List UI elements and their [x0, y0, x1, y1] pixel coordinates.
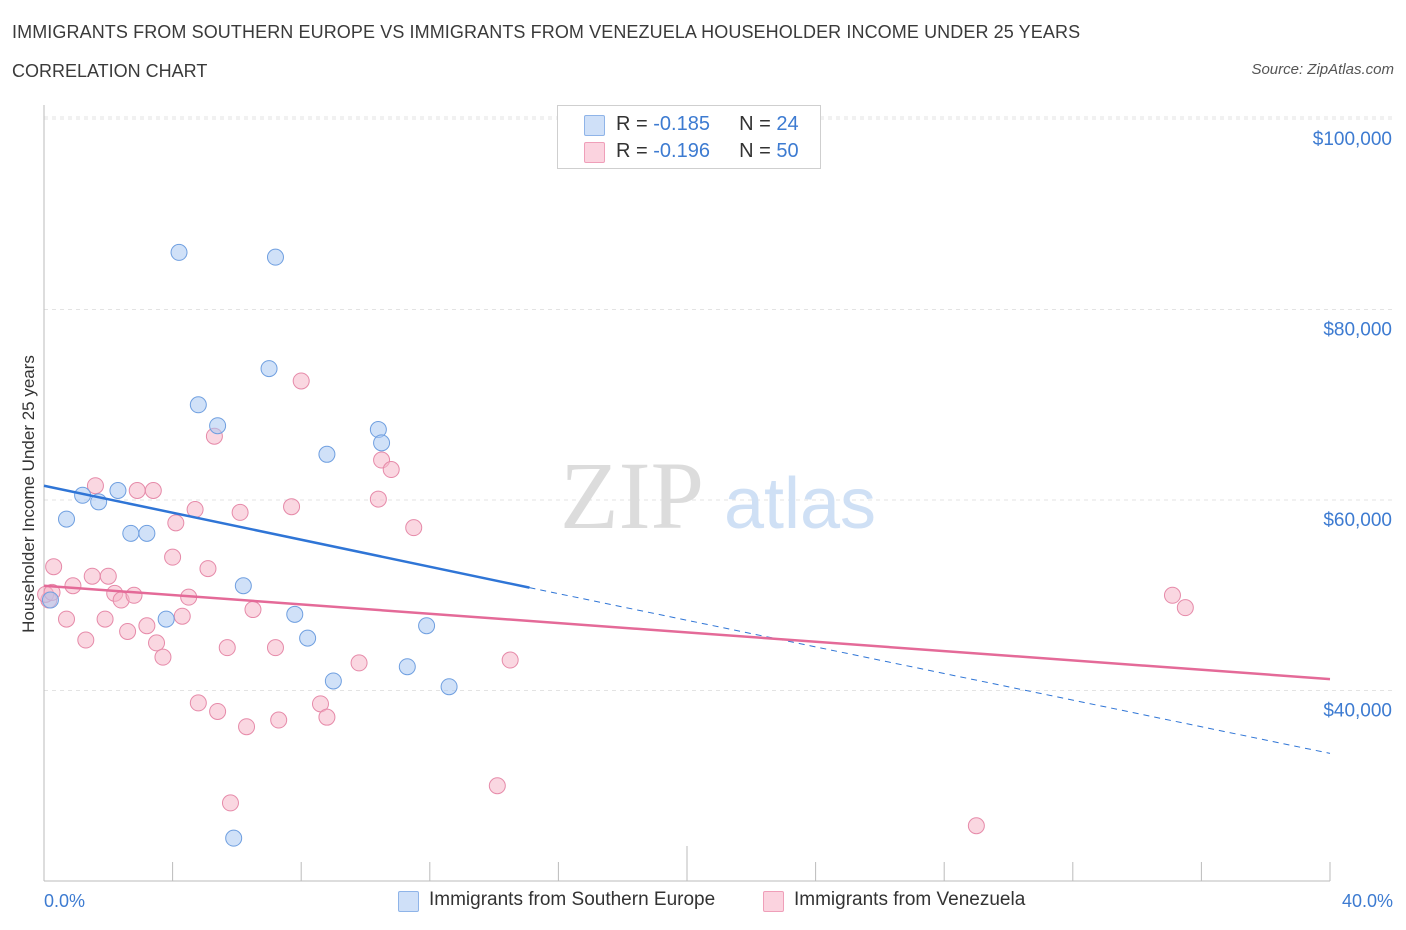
venezuela-point: [350, 654, 368, 672]
venezuela-point: [58, 610, 76, 628]
venezuela-point: [244, 601, 262, 619]
venezuela-point: [99, 567, 117, 585]
stats-swatch-pink: [584, 142, 605, 163]
venezuela-point: [266, 639, 284, 657]
legend-swatch-blue: [398, 891, 419, 912]
chart-subtitle: CORRELATION CHART: [12, 61, 208, 81]
venezuela-point: [45, 558, 63, 576]
chart-title: IMMIGRANTS FROM SOUTHERN EUROPE VS IMMIG…: [12, 22, 1081, 42]
venezuela-point: [148, 634, 166, 652]
venezuela-point: [1163, 586, 1181, 604]
southern-europe-point: [299, 629, 317, 647]
southern-europe-point: [398, 658, 416, 676]
venezuela-point: [164, 548, 182, 566]
venezuela-point: [119, 622, 137, 640]
southern-europe-point: [157, 610, 175, 628]
venezuela-point: [501, 651, 519, 669]
venezuela-point: [405, 519, 423, 537]
n-value: 24: [776, 113, 799, 135]
x-tick-label-max: 40.0%: [1341, 891, 1393, 911]
venezuela-point: [189, 694, 207, 712]
y-tick-label: $100,000: [1313, 129, 1392, 150]
series-southern-europe-points: [41, 243, 458, 847]
watermark: ZIP atlas: [560, 442, 876, 549]
legend: Immigrants from Southern Europe Immigran…: [0, 889, 1406, 915]
venezuela-trend-line: [43, 584, 1331, 681]
legend-label: Immigrants from Southern Europe: [429, 889, 716, 910]
venezuela-point: [221, 794, 239, 812]
southern-europe-point: [58, 510, 76, 528]
venezuela-point: [238, 718, 256, 736]
venezuela-point: [1176, 599, 1194, 617]
venezuela-point: [369, 490, 387, 508]
southern-europe-point: [41, 591, 59, 609]
southern-europe-point: [260, 360, 278, 378]
venezuela-point: [167, 514, 185, 532]
venezuela-point: [318, 708, 336, 726]
southern-europe-point: [170, 243, 188, 261]
n-value: 50: [776, 140, 799, 162]
southern-europe-point: [440, 678, 458, 696]
y-axis-label: Householder Income Under 25 years: [19, 355, 38, 633]
venezuela-point: [128, 482, 146, 499]
n-label: N =: [739, 113, 777, 135]
venezuela-point: [83, 567, 101, 585]
y-tick-labels: $40,000 $60,000 $80,000 $100,000: [1313, 129, 1392, 721]
n-label: N =: [739, 140, 777, 162]
watermark-zip: ZIP: [560, 442, 704, 549]
trend-lines: [43, 484, 1331, 754]
venezuela-point: [154, 648, 172, 666]
southern-europe-trend-line: [43, 484, 530, 589]
venezuela-point: [218, 639, 236, 657]
series-venezuela-points: [37, 372, 1194, 835]
venezuela-point: [173, 607, 191, 625]
r-label: R =: [616, 140, 654, 162]
southern-europe-point: [373, 434, 391, 452]
southern-europe-point: [234, 577, 252, 595]
southern-europe-point: [225, 829, 243, 847]
southern-europe-point: [324, 672, 342, 690]
venezuela-point: [96, 610, 114, 628]
y-tick-label: $40,000: [1323, 701, 1392, 722]
venezuela-point: [144, 482, 162, 499]
venezuela-point: [382, 461, 400, 479]
venezuela-point: [64, 577, 82, 595]
venezuela-point: [86, 477, 104, 495]
r-value: -0.185: [653, 113, 710, 135]
y-tick-label: $60,000: [1323, 510, 1392, 531]
southern-europe-point: [138, 524, 156, 542]
venezuela-point: [138, 617, 156, 635]
venezuela-point: [199, 560, 217, 578]
southern-europe-point: [209, 417, 227, 435]
venezuela-point: [231, 503, 249, 521]
watermark-atlas: atlas: [724, 464, 876, 544]
legend-label: Immigrants from Venezuela: [794, 889, 1026, 910]
southern-europe-point: [189, 396, 207, 414]
southern-europe-point: [418, 617, 436, 635]
southern-europe-point: [109, 482, 127, 499]
venezuela-point: [77, 631, 95, 649]
stats-swatch-blue: [584, 115, 605, 136]
x-tick-label-min: 0.0%: [44, 891, 86, 911]
southern-europe-point: [266, 248, 284, 266]
r-label: R =: [616, 113, 654, 135]
southern-europe-trend-extension: [529, 587, 1331, 754]
legend-swatch-pink: [763, 891, 784, 912]
venezuela-point: [488, 777, 506, 795]
source-credit: Source: ZipAtlas.com: [1251, 61, 1394, 78]
venezuela-point: [967, 817, 985, 835]
venezuela-point: [125, 586, 143, 604]
r-value: -0.196: [653, 140, 710, 162]
venezuela-point: [292, 372, 310, 390]
venezuela-point: [270, 711, 288, 729]
axes: [43, 105, 1331, 882]
southern-europe-point: [122, 524, 140, 542]
venezuela-point: [209, 702, 227, 720]
venezuela-point: [283, 498, 301, 516]
stats-box: R = -0.185 N = 24 R = -0.196 N = 50: [557, 105, 821, 169]
southern-europe-point: [286, 605, 304, 623]
y-tick-label: $80,000: [1323, 320, 1392, 341]
southern-europe-point: [318, 445, 336, 463]
